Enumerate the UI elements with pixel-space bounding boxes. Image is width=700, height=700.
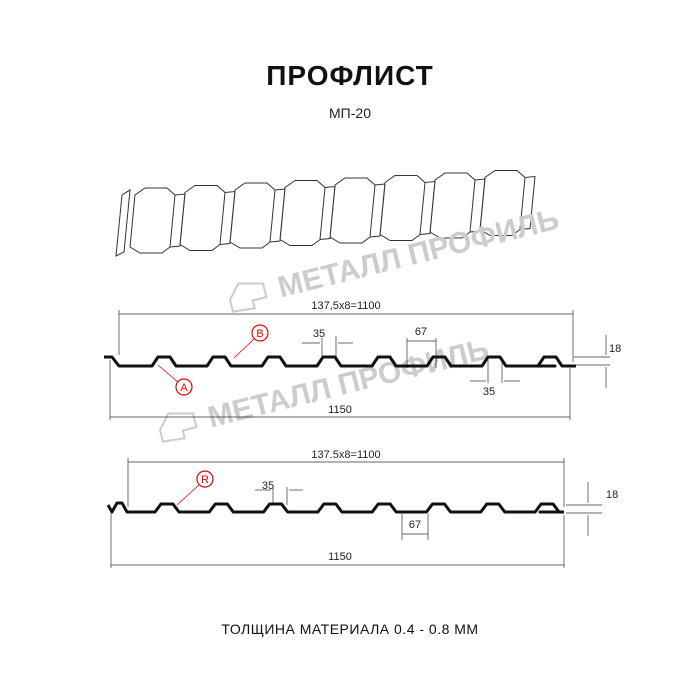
material-thickness-note: ТОЛЩИНА МАТЕРИАЛА 0.4 - 0.8 ММ: [221, 621, 479, 637]
profile2-height: 18: [606, 489, 618, 501]
page-subtitle: МП-20: [329, 105, 371, 121]
profile1-total-label: 1150: [328, 404, 352, 416]
profile-1-line: [104, 355, 576, 368]
profile1-top-width: 35: [313, 328, 325, 340]
profile-2: [110, 458, 602, 568]
marker-r-label: R: [201, 474, 209, 486]
profile-1: [109, 310, 610, 420]
page-title: ПРОФЛИСТ: [266, 60, 434, 91]
profile1-span-label: 137,5x8=1100: [311, 300, 380, 312]
profile-2-line: [106, 501, 564, 514]
profile2-trough-width: 67: [409, 519, 421, 531]
watermark-1: МЕТАЛЛ ПРОФИЛЬ: [228, 203, 563, 313]
watermark-2: МЕТАЛЛ ПРОФИЛЬ: [158, 333, 493, 443]
marker-a-label: A: [180, 382, 188, 394]
profile1-bottom-width: 35: [483, 386, 495, 398]
sheet-3d-view: [115, 170, 536, 257]
marker-a: A: [157, 364, 193, 396]
watermark-text: МЕТАЛЛ ПРОФИЛЬ: [275, 203, 563, 305]
watermark-text: МЕТАЛЛ ПРОФИЛЬ: [205, 333, 493, 435]
profile1-trough-width: 67: [415, 326, 427, 338]
profile2-top-width: 35: [262, 480, 274, 492]
profile2-span-label: 137.5x8=1100: [311, 449, 380, 461]
marker-b-label: B: [256, 328, 263, 340]
marker-b: B: [233, 324, 269, 359]
profile1-height: 18: [609, 343, 621, 355]
marker-r: R: [176, 470, 214, 506]
profile2-total-label: 1150: [328, 551, 352, 563]
